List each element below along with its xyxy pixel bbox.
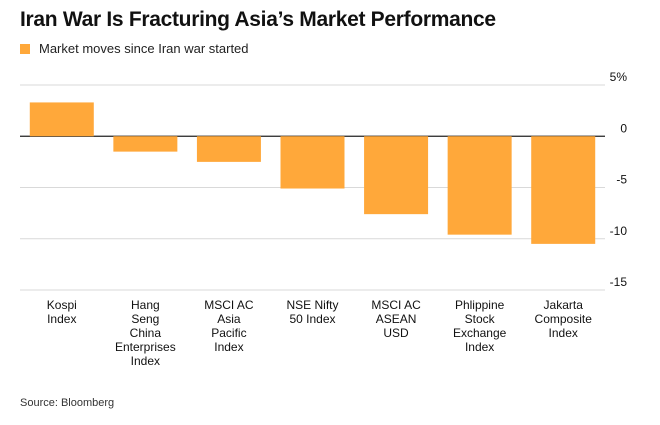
legend-label: Market moves since Iran war started [39,41,249,56]
bar [531,136,596,244]
y-tick-label: 0 [620,121,627,135]
y-tick-label: -10 [610,224,628,238]
bar [29,102,94,137]
category-label: Jakarta Composite Index [535,298,593,340]
bar [447,136,512,235]
chart-title: Iran War Is Fracturing Asia’s Market Per… [20,8,496,31]
category-label: MSCI AC ASEAN USD [371,298,421,340]
bar [364,136,429,215]
bar [280,136,345,189]
category-label: Hang Seng China Enterprises Index [115,298,176,368]
bar [113,136,178,152]
category-label: NSE Nifty 50 Index [286,298,338,326]
source-note: Source: Bloomberg [20,397,115,409]
legend-swatch [20,43,30,54]
category-label: Kospi Index [47,298,77,326]
y-tick-label: -15 [610,275,628,289]
y-tick-label: -5 [616,173,627,187]
category-label: MSCI AC Asia Pacific Index [204,298,254,354]
category-label: Phlippine Stock Exchange Index [453,298,507,354]
bar [196,136,261,162]
y-tick-label: 5% [610,70,628,84]
chart-legend: Market moves since Iran war started [20,41,249,56]
